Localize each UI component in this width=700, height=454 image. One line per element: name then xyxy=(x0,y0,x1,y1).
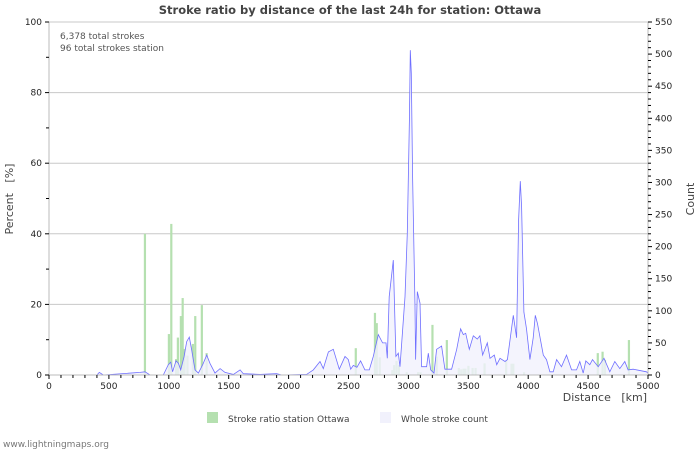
ratio-bar xyxy=(431,324,434,375)
ratio-bar xyxy=(170,223,173,375)
ratio-bar xyxy=(627,340,631,375)
annotation-total-strokes: 6,378 total strokes xyxy=(60,32,145,42)
ratio-bar xyxy=(181,298,184,375)
x-tick-label: 2000 xyxy=(277,382,300,392)
x-tick-label: 500 xyxy=(100,382,117,392)
y-left-tick-label: 0 xyxy=(36,371,42,381)
y-right-tick-label: 50 xyxy=(655,339,667,349)
ratio-bar xyxy=(143,233,147,375)
y-right-axis-label: Count xyxy=(684,182,697,215)
x-tick-label: 3000 xyxy=(397,382,420,392)
x-tick-label: 0 xyxy=(46,382,52,392)
x-tick-label: 3500 xyxy=(457,382,480,392)
grid-lines xyxy=(49,21,648,305)
legend: Stroke ratio station Ottawa Whole stroke… xyxy=(207,412,488,425)
legend-label-ratio: Stroke ratio station Ottawa xyxy=(228,415,350,425)
y-right-tick-label: 100 xyxy=(655,307,672,317)
count-area-fill xyxy=(49,50,648,375)
y-right-tick-label: 200 xyxy=(655,243,672,253)
legend-swatch-count xyxy=(380,412,391,423)
axes: 0 500 1000 1500 2000 2500 3000 3500 4000 4500 5000… xyxy=(25,18,673,392)
x-tick-label: 1500 xyxy=(217,382,240,392)
y-right-tick-label: 0 xyxy=(655,371,661,381)
ratio-bar xyxy=(354,348,357,375)
y-left-tick-label: 60 xyxy=(31,159,43,169)
y-right-tick-label: 250 xyxy=(655,211,672,221)
y-left-tick-label: 20 xyxy=(31,300,43,310)
y-left-tick-label: 80 xyxy=(31,89,43,99)
y-right-tick-label: 450 xyxy=(655,82,672,92)
ratio-bar xyxy=(373,312,377,375)
y-right-tick-label: 150 xyxy=(655,275,672,285)
footer-website: www.lightningmaps.org xyxy=(3,440,109,450)
ratio-bar xyxy=(167,334,170,375)
x-tick-label: 4000 xyxy=(517,382,540,392)
ratio-bar xyxy=(200,305,203,375)
ratio-bar xyxy=(179,316,182,375)
ratio-bar xyxy=(445,340,448,375)
count-line xyxy=(49,50,649,376)
ratio-bar xyxy=(194,316,197,375)
y-right-tick-label: 350 xyxy=(655,146,672,156)
ratio-bar xyxy=(596,353,599,375)
chart-title: Stroke ratio by distance of the last 24h… xyxy=(159,3,541,17)
annotation-station-strokes: 96 total strokes station xyxy=(60,44,164,54)
x-axis-label: Distance [km] xyxy=(563,391,647,404)
ratio-bar xyxy=(176,337,179,375)
y-left-axis-label: Percent [%] xyxy=(3,164,16,235)
x-tick-label: 4500 xyxy=(577,382,600,392)
x-tick-label: 5000 xyxy=(637,382,660,392)
x-tick-label: 1000 xyxy=(157,382,180,392)
y-right-tick-label: 400 xyxy=(655,114,672,124)
y-left-tick-label: 100 xyxy=(25,18,42,28)
legend-label-count: Whole stroke count xyxy=(401,415,488,425)
x-tick-label: 2500 xyxy=(337,382,360,392)
legend-swatch-ratio xyxy=(207,412,218,423)
y-left-tick-label: 40 xyxy=(31,230,43,240)
y-right-tick-label: 550 xyxy=(655,18,672,28)
y-right-tick-label: 500 xyxy=(655,50,672,60)
count-area xyxy=(49,50,649,376)
y-right-tick-label: 300 xyxy=(655,178,672,188)
